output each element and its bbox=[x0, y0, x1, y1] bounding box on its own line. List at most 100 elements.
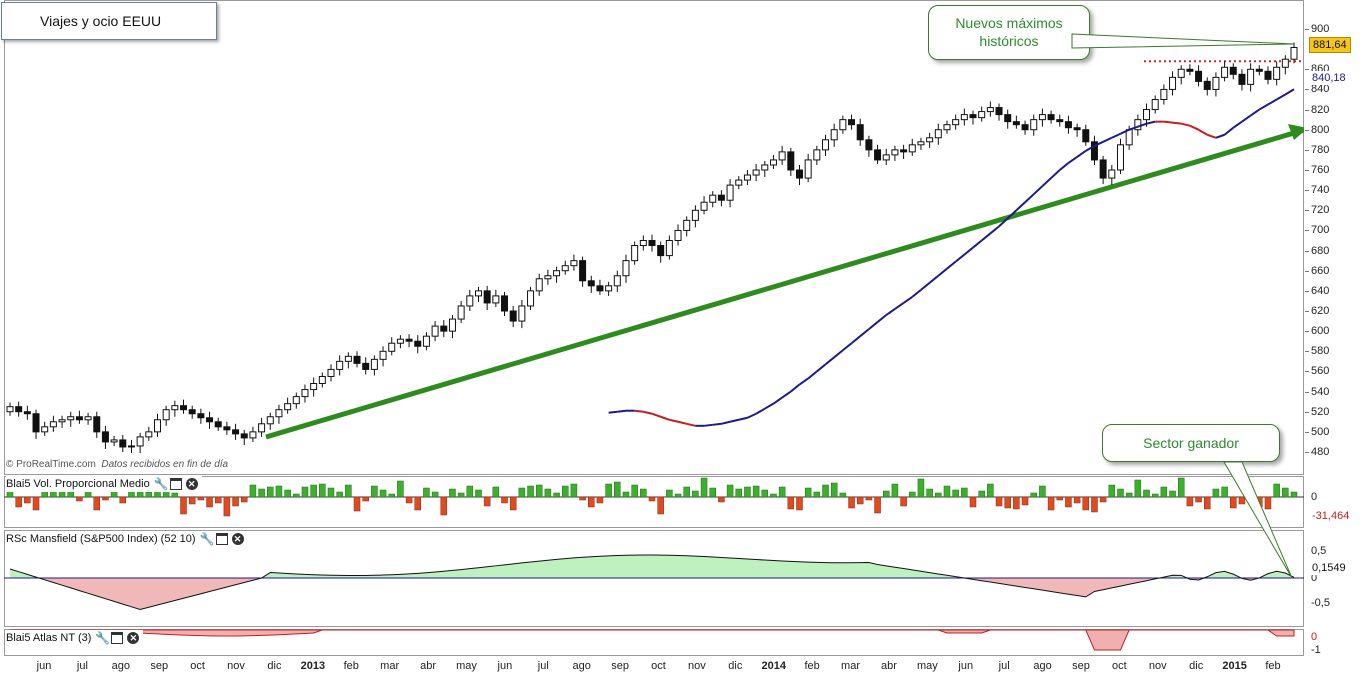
price-tick bbox=[1305, 311, 1309, 312]
price-tick-label: 500 bbox=[1311, 425, 1330, 438]
volume-bar bbox=[692, 490, 699, 498]
ma-segment bbox=[911, 289, 922, 298]
volume-bar bbox=[1264, 496, 1272, 510]
volume-bar bbox=[1273, 483, 1280, 498]
volume-bar bbox=[622, 491, 630, 498]
ma-segment bbox=[824, 356, 835, 366]
wrench-icon[interactable]: 🔧 bbox=[95, 631, 111, 645]
ma-segment bbox=[833, 349, 844, 359]
candle-body bbox=[214, 421, 222, 428]
price-tick-label: 640 bbox=[1311, 284, 1330, 297]
volume-bar bbox=[371, 485, 378, 498]
candle-body bbox=[136, 436, 144, 447]
volume-bar bbox=[1203, 496, 1211, 510]
volume-bar bbox=[449, 488, 456, 498]
candle-body bbox=[509, 310, 517, 322]
price-tick bbox=[1305, 371, 1309, 373]
price-tick bbox=[1305, 190, 1309, 192]
volume-bar bbox=[310, 484, 317, 498]
volume-bar bbox=[1021, 496, 1029, 506]
candle-body bbox=[197, 413, 205, 419]
volume-bar bbox=[952, 489, 959, 498]
trend-arrowhead bbox=[1288, 124, 1304, 140]
window-icon[interactable] bbox=[215, 533, 228, 545]
ma-segment bbox=[781, 390, 792, 399]
ma-segment bbox=[1111, 132, 1121, 139]
wrench-icon[interactable]: 🔧 bbox=[199, 532, 215, 546]
volume-bar bbox=[553, 492, 560, 498]
close-icon[interactable]: ✕ bbox=[185, 478, 198, 490]
price-tick bbox=[1305, 230, 1309, 232]
candle-body bbox=[492, 295, 500, 304]
volume-bar bbox=[614, 481, 621, 498]
ma-segment bbox=[1137, 122, 1147, 128]
candle-body bbox=[49, 421, 57, 428]
candle-body bbox=[657, 245, 665, 257]
ma-segment bbox=[764, 402, 774, 410]
callout-winner: Sector ganador bbox=[1102, 424, 1280, 462]
price-tick-label: 480 bbox=[1311, 446, 1330, 458]
volume-bar bbox=[588, 496, 595, 508]
volume-bar bbox=[596, 496, 604, 504]
candle-body bbox=[67, 416, 75, 421]
candle-body bbox=[153, 419, 161, 433]
close-icon[interactable]: ✕ bbox=[231, 533, 244, 545]
volume-bar bbox=[1056, 496, 1064, 501]
volume-bar bbox=[284, 489, 291, 498]
volume-bar bbox=[1039, 485, 1046, 498]
candle-body bbox=[882, 154, 890, 161]
candle-body bbox=[622, 260, 630, 277]
window-icon[interactable] bbox=[169, 478, 182, 490]
price-tick bbox=[1305, 29, 1309, 30]
volume-bar bbox=[145, 491, 153, 498]
time-axis-label: oct bbox=[651, 660, 666, 672]
candle-body bbox=[370, 358, 378, 370]
candle-body bbox=[544, 275, 552, 280]
candle-body bbox=[1195, 70, 1203, 82]
candle-body bbox=[110, 439, 118, 443]
volume-bar bbox=[1004, 496, 1011, 509]
candle-body bbox=[379, 350, 387, 360]
time-axis-label: feb bbox=[1265, 660, 1281, 672]
volume-header: Blai5 Vol. Proporcional Medio 🔧 ✕ bbox=[6, 476, 202, 492]
candle-body bbox=[848, 119, 856, 126]
volume-bar bbox=[15, 496, 22, 508]
mansfield-header: RSc Mansfield (S&P500 Index) (52 10) 🔧 ✕ bbox=[6, 531, 248, 547]
candle-body bbox=[874, 149, 882, 161]
ma-segment bbox=[1180, 122, 1191, 127]
window-icon[interactable] bbox=[111, 632, 124, 644]
ma-segment bbox=[617, 409, 627, 413]
candle-body bbox=[75, 416, 83, 421]
volume-bar bbox=[206, 496, 213, 508]
ma-segment bbox=[1059, 162, 1070, 171]
volume-bar bbox=[223, 496, 231, 517]
volume-bar bbox=[423, 487, 430, 498]
volume-bar bbox=[561, 485, 569, 498]
candle-body bbox=[93, 416, 101, 433]
mansfield-axis-0: 0,5 bbox=[1311, 545, 1327, 557]
price-panel[interactable] bbox=[4, 0, 1304, 475]
candle-body bbox=[908, 144, 916, 153]
candle-body bbox=[414, 340, 422, 347]
candle-body bbox=[900, 149, 908, 153]
volume-bar bbox=[787, 496, 795, 510]
ma-segment bbox=[686, 422, 696, 427]
ma-segment bbox=[1223, 126, 1234, 136]
volume-bar bbox=[102, 496, 109, 501]
ma-segment bbox=[1050, 169, 1061, 179]
close-icon[interactable]: ✕ bbox=[127, 632, 140, 644]
chart-title: Viajes y ocio EEUU bbox=[40, 13, 162, 29]
volume-bar bbox=[856, 496, 864, 505]
volume-bar bbox=[770, 493, 777, 498]
price-tick bbox=[1305, 129, 1309, 131]
ma-segment bbox=[868, 321, 879, 330]
volume-bar bbox=[926, 488, 933, 498]
wrench-icon[interactable]: 🔧 bbox=[153, 477, 169, 491]
candle-body bbox=[1203, 80, 1211, 90]
time-axis-label: dic bbox=[1189, 660, 1204, 672]
mansfield-axis-2: -0,5 bbox=[1311, 597, 1330, 609]
volume-bar bbox=[891, 483, 899, 498]
candle-body bbox=[1290, 46, 1298, 60]
time-axis-label: ago bbox=[1033, 660, 1052, 672]
volume-bar bbox=[943, 485, 951, 498]
